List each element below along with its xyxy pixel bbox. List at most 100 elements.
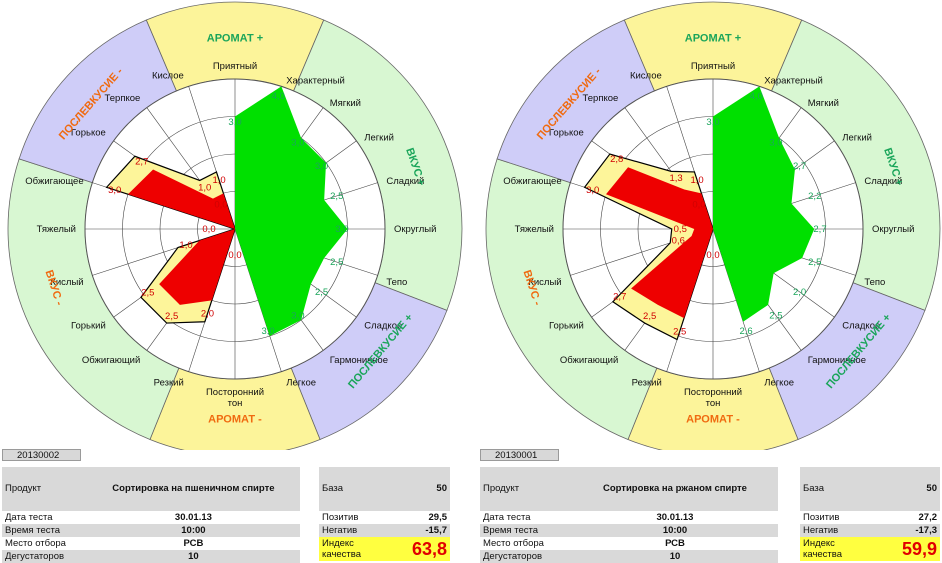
sector-title: АРОМАТ - (208, 413, 262, 425)
axis-label: тон (706, 398, 721, 409)
negative-value-label: 3,0 (586, 185, 599, 196)
axis-label: Характерный (286, 76, 345, 87)
place-label: Место отбора (5, 538, 66, 549)
tasters-value: 10 (188, 551, 199, 562)
axis-label: Кислое (152, 71, 184, 82)
zero-value-label: 0,0 (214, 199, 227, 210)
axis-label: Сладкий (386, 176, 424, 187)
axis-label: Посторонний (684, 387, 742, 398)
negative-value-label: 2,7 (613, 292, 626, 303)
product-label: Продукт (483, 483, 520, 494)
product-value: Сортировка на пшеничном спирте (112, 483, 275, 494)
sector-title: АРОМАТ - (686, 413, 740, 425)
time-value: 10:00 (181, 525, 206, 536)
negative-value-label: 2,8 (610, 154, 623, 165)
positive-value-label: 3,0 (291, 311, 304, 322)
positive-value-label: 3,0 (291, 137, 304, 148)
positive-area (713, 86, 815, 322)
product-label: Продукт (5, 483, 42, 494)
positive-label: Позитив (322, 512, 359, 523)
sector-title: АРОМАТ + (685, 32, 741, 44)
positive-value-label: 2,0 (793, 287, 806, 298)
axis-label: Тяжелый (37, 224, 76, 235)
time-label: Время теста (5, 525, 61, 536)
positive-value-label: 2,6 (739, 326, 752, 337)
sector-title: АРОМАТ + (207, 32, 263, 44)
negative-value-label: 0,6 (672, 235, 685, 246)
axis-label: Кислый (50, 277, 83, 288)
axis-label: Резкий (154, 377, 184, 388)
positive-value-label: 2,2 (808, 191, 821, 202)
axis-label: Терпкое (104, 93, 140, 104)
axis-label: Обжигающий (560, 355, 618, 366)
axis-label: Сладкое (364, 321, 402, 332)
index-label-2: качества (322, 549, 361, 560)
axis-label: Приятный (213, 61, 257, 72)
axis-label: Мягкий (330, 98, 361, 109)
positive-area (235, 86, 348, 336)
positive-value-label: 2,5 (769, 311, 782, 322)
positive-value-label: 3,0 (335, 224, 348, 235)
negative-value-label: 2,5 (643, 311, 656, 322)
sample-id: 20130001 (480, 449, 559, 461)
tasters-value: 10 (669, 551, 681, 562)
axis-label: Сладкий (864, 176, 902, 187)
negative-value-label: 0,5 (674, 224, 687, 235)
panel-rye: 3,0 4,0 3,0 2,7 2,2 2,7 2,5 2,0 2,5 2,6 2,5 2,5 2,7 0… (478, 0, 942, 563)
base-label: База (322, 483, 344, 494)
axis-label: Округлый (872, 224, 914, 235)
tasters-label: Дегустаторов (483, 551, 543, 562)
negative-value-label: 1,0 (198, 182, 211, 193)
axis-label: Обжигающий (82, 355, 140, 366)
axis-label: тон (228, 398, 243, 409)
date-value: 30.01.13 (656, 512, 694, 523)
zero-value-label: 0,0 (706, 250, 719, 261)
negative-label: Негатив (803, 525, 839, 536)
negative-value-label: 2,7 (135, 156, 148, 167)
axis-label: Обжигающее (503, 176, 561, 187)
quality-index: 59,9 (901, 538, 937, 559)
axis-label: Легкий (842, 132, 872, 143)
negative-value-label: 3,0 (108, 185, 121, 196)
axis-label: Округлый (394, 224, 436, 235)
axis-label: Горький (549, 321, 584, 332)
quality-index: 63,8 (411, 538, 447, 559)
axis-label: Горькое (549, 127, 584, 138)
negative-value: -17,3 (915, 525, 937, 536)
negative-value-label: 0,0 (202, 224, 215, 235)
axis-label: Легкий (364, 132, 394, 143)
axis-label: Тяжелый (515, 224, 554, 235)
axis-label: Мягкий (808, 98, 839, 109)
negative-value-label: 1,0 (690, 175, 703, 186)
axis-label: Горькое (71, 127, 106, 138)
index-label-1: Индекс (803, 538, 835, 549)
info-table: Продукт Сортировка на пшеничном спирте Да… (2, 467, 300, 563)
negative-value-label: 2,5 (165, 311, 178, 322)
negative-label: Негатив (322, 525, 358, 536)
date-label: Дата теста (5, 512, 53, 523)
panel-wheat: 3,0 4,0 3,0 3,0 2,5 3,0 2,5 2,5 3,0 3,0 2,0 2,5 2,5 1… (0, 0, 471, 563)
time-value: 10:00 (662, 525, 688, 536)
base-label: База (803, 483, 825, 494)
negative-value-label: 1,3 (670, 173, 683, 184)
negative-area (128, 169, 235, 305)
negative-value-label: 1,0 (179, 240, 192, 251)
axis-label: Легкое (286, 377, 316, 388)
negative-value-label: 1,0 (212, 175, 225, 186)
product-value: Сортировка на ржаном спирте (602, 483, 747, 494)
positive-value: 27,2 (918, 512, 938, 523)
positive-value-label: 4,0 (272, 91, 285, 102)
axis-label: Обжигающее (25, 176, 83, 187)
axis-label: Приятный (691, 61, 735, 72)
index-label-2: качества (803, 549, 842, 560)
axis-label: Тепо (386, 277, 407, 288)
positive-value-label: 3,0 (228, 117, 241, 128)
zero-value-label: 0,0 (228, 250, 241, 261)
axis-label: Гармоничное (808, 355, 866, 366)
positive-value-label: 2,5 (330, 191, 343, 202)
positive-value-label: 3,0 (261, 326, 274, 337)
negative-value-label: 2,0 (201, 309, 214, 320)
radar-chart-rye: 3,0 4,0 3,0 2,7 2,2 2,7 2,5 2,0 2,5 2,6 2,5 2,5 2,7 0… (485, 1, 941, 450)
positive-value: 29,5 (428, 512, 448, 523)
zero-value-label: 0,0 (692, 199, 705, 210)
